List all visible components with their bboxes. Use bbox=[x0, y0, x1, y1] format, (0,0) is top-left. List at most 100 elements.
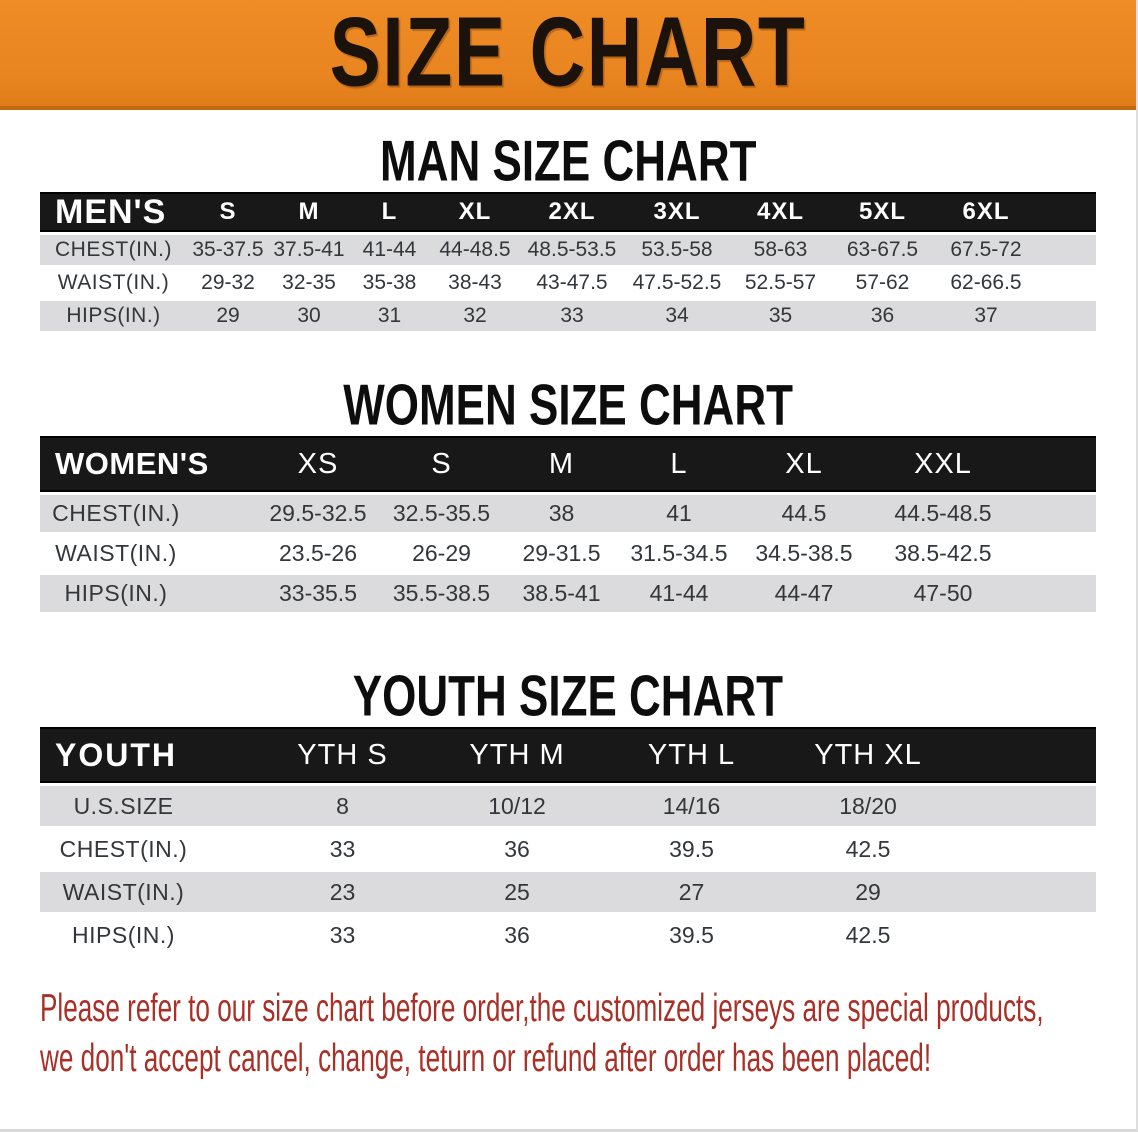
size-value-cell: 14/16 bbox=[604, 786, 779, 826]
size-value-cell: 38 bbox=[503, 495, 620, 532]
women-section: WOMEN SIZE CHART WOMEN'S XS S M L XL XXL bbox=[0, 376, 1136, 615]
youth-ussize-row: U.S.SIZE 8 10/12 14/16 18/20 bbox=[40, 786, 1096, 826]
youth-hips-row: HIPS(IN.) 33 36 39.5 42.5 bbox=[40, 915, 1096, 955]
size-value-cell: 67.5-72 bbox=[934, 235, 1038, 265]
size-value-cell: 63-67.5 bbox=[831, 235, 934, 265]
row-label: WAIST(IN.) bbox=[40, 268, 187, 298]
youth-size-column-header: YTH S bbox=[255, 727, 430, 783]
youth-corner-label: YOUTH bbox=[40, 727, 255, 783]
spacer-cell bbox=[1016, 535, 1096, 572]
size-value-cell: 10/12 bbox=[430, 786, 604, 826]
size-value-cell: 29-32 bbox=[187, 268, 269, 298]
size-value-cell: 35-37.5 bbox=[187, 235, 269, 265]
size-value-cell: 38-43 bbox=[430, 268, 520, 298]
disclaimer: Please refer to our size chart before or… bbox=[40, 984, 1136, 1084]
size-value-cell: 37 bbox=[934, 301, 1038, 331]
size-value-cell: 44.5-48.5 bbox=[870, 495, 1016, 532]
spacer-cell bbox=[1016, 575, 1096, 612]
man-chest-row: CHEST(IN.) 35-37.5 37.5-41 41-44 44-48.5… bbox=[40, 235, 1096, 265]
disclaimer-line-1: Please refer to our size chart before or… bbox=[40, 987, 1044, 1030]
spacer-cell bbox=[1038, 268, 1096, 298]
man-hips-row: HIPS(IN.) 29 30 31 32 33 34 35 36 37 bbox=[40, 301, 1096, 331]
size-value-cell: 38.5-41 bbox=[503, 575, 620, 612]
size-value-cell: 62-66.5 bbox=[934, 268, 1038, 298]
youth-waist-row: WAIST(IN.) 23 25 27 29 bbox=[40, 872, 1096, 912]
row-label: HIPS(IN.) bbox=[40, 301, 187, 331]
man-size-column-header: S bbox=[187, 192, 269, 232]
women-header-row: WOMEN'S XS S M L XL XXL bbox=[40, 436, 1096, 492]
size-value-cell: 52.5-57 bbox=[730, 268, 831, 298]
size-value-cell: 30 bbox=[269, 301, 349, 331]
size-value-cell: 33 bbox=[255, 829, 430, 869]
size-value-cell: 29 bbox=[187, 301, 269, 331]
man-size-column-header: XL bbox=[430, 192, 520, 232]
size-value-cell: 48.5-53.5 bbox=[520, 235, 624, 265]
youth-size-column-header: YTH XL bbox=[779, 727, 957, 783]
size-value-cell: 23.5-26 bbox=[256, 535, 380, 572]
size-value-cell: 42.5 bbox=[779, 915, 957, 955]
row-label: CHEST(IN.) bbox=[40, 235, 187, 265]
size-value-cell: 31.5-34.5 bbox=[620, 535, 738, 572]
man-size-column-header: 6XL bbox=[934, 192, 1038, 232]
women-size-column-header: XL bbox=[738, 436, 870, 492]
size-value-cell: 36 bbox=[831, 301, 934, 331]
women-chest-row: CHEST(IN.) 29.5-32.5 32.5-35.5 38 41 44.… bbox=[40, 495, 1096, 532]
man-header-row: MEN'S S M L XL 2XL 3XL 4XL 5XL 6XL bbox=[40, 192, 1096, 232]
size-value-cell: 32.5-35.5 bbox=[380, 495, 503, 532]
size-value-cell: 18/20 bbox=[779, 786, 957, 826]
youth-section: YOUTH SIZE CHART YOUTH YTH S YTH M YTH L… bbox=[0, 663, 1136, 958]
size-value-cell: 33 bbox=[520, 301, 624, 331]
spacer-cell bbox=[957, 915, 1096, 955]
size-value-cell: 26-29 bbox=[380, 535, 503, 572]
size-value-cell: 37.5-41 bbox=[269, 235, 349, 265]
women-hips-row: HIPS(IN.) 33-35.5 35.5-38.5 38.5-41 41-4… bbox=[40, 575, 1096, 612]
row-label: CHEST(IN.) bbox=[40, 829, 255, 869]
size-value-cell: 43-47.5 bbox=[520, 268, 624, 298]
man-corner-label: MEN'S bbox=[40, 192, 187, 232]
youth-chest-row: CHEST(IN.) 33 36 39.5 42.5 bbox=[40, 829, 1096, 869]
size-value-cell: 34.5-38.5 bbox=[738, 535, 870, 572]
spacer-cell bbox=[1038, 301, 1096, 331]
women-size-column-header: M bbox=[503, 436, 620, 492]
man-section: MAN SIZE CHART MEN'S S M L XL 2XL 3XL 4X… bbox=[0, 128, 1136, 334]
youth-size-column-header: YTH M bbox=[430, 727, 604, 783]
youth-header-row: YOUTH YTH S YTH M YTH L YTH XL bbox=[40, 727, 1096, 783]
women-size-column-header: L bbox=[620, 436, 738, 492]
size-value-cell: 36 bbox=[430, 915, 604, 955]
women-waist-row: WAIST(IN.) 23.5-26 26-29 29-31.5 31.5-34… bbox=[40, 535, 1096, 572]
man-size-column-header: 2XL bbox=[520, 192, 624, 232]
size-value-cell: 32 bbox=[430, 301, 520, 331]
size-value-cell: 39.5 bbox=[604, 829, 779, 869]
man-size-table: MEN'S S M L XL 2XL 3XL 4XL 5XL 6XL CHEST… bbox=[40, 189, 1096, 334]
row-label: WAIST(IN.) bbox=[40, 872, 255, 912]
size-value-cell: 57-62 bbox=[831, 268, 934, 298]
man-section-heading: MAN SIZE CHART bbox=[379, 128, 757, 194]
size-value-cell: 47.5-52.5 bbox=[624, 268, 730, 298]
size-value-cell: 44-48.5 bbox=[430, 235, 520, 265]
size-value-cell: 38.5-42.5 bbox=[870, 535, 1016, 572]
size-value-cell: 44-47 bbox=[738, 575, 870, 612]
size-value-cell: 29-31.5 bbox=[503, 535, 620, 572]
man-size-column-header: 5XL bbox=[831, 192, 934, 232]
size-value-cell: 47-50 bbox=[870, 575, 1016, 612]
size-value-cell: 31 bbox=[349, 301, 430, 331]
man-waist-row: WAIST(IN.) 29-32 32-35 35-38 38-43 43-47… bbox=[40, 268, 1096, 298]
women-size-column-header: XXL bbox=[870, 436, 1016, 492]
man-size-column-header: 3XL bbox=[624, 192, 730, 232]
size-value-cell: 33 bbox=[255, 915, 430, 955]
spacer-cell bbox=[1038, 235, 1096, 265]
man-size-column-header: L bbox=[349, 192, 430, 232]
size-value-cell: 36 bbox=[430, 829, 604, 869]
size-value-cell: 35.5-38.5 bbox=[380, 575, 503, 612]
size-value-cell: 8 bbox=[255, 786, 430, 826]
man-size-column-header: M bbox=[269, 192, 349, 232]
size-value-cell: 34 bbox=[624, 301, 730, 331]
spacer-cell bbox=[957, 727, 1096, 783]
size-value-cell: 23 bbox=[255, 872, 430, 912]
size-value-cell: 33-35.5 bbox=[256, 575, 380, 612]
size-value-cell: 32-35 bbox=[269, 268, 349, 298]
youth-section-heading: YOUTH SIZE CHART bbox=[352, 663, 784, 729]
banner-title: SIZE CHART bbox=[329, 0, 807, 108]
size-value-cell: 35-38 bbox=[349, 268, 430, 298]
